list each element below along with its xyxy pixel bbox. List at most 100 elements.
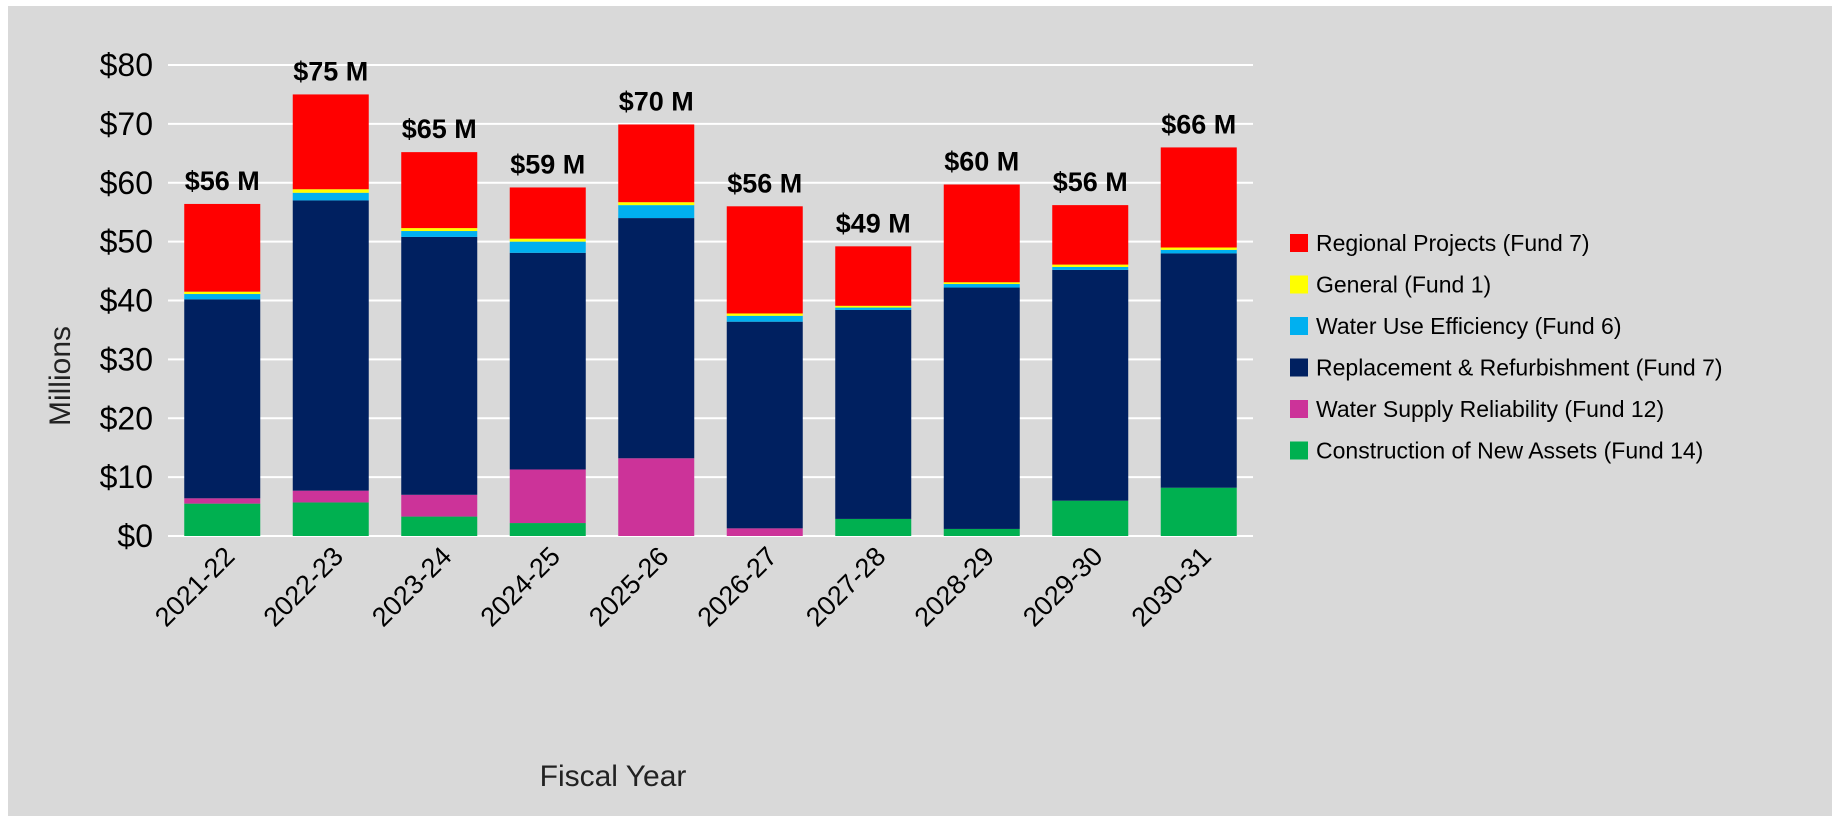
bar-segment [509, 241, 586, 253]
bar-segment [618, 458, 695, 536]
x-tick-label: 2025-26 [583, 541, 674, 632]
bar-segment [401, 228, 478, 232]
chart-frame: $0 $10 $20 $30 $40 $50 $60 $70 $80 $56 M $75 M $65… [8, 6, 1832, 816]
legend-swatch [1290, 441, 1308, 460]
legend-swatch [1290, 400, 1308, 418]
y-tick-label: $70 [100, 106, 153, 142]
bar-segment [509, 238, 586, 242]
bar-segment [509, 252, 586, 470]
legend-swatch [1290, 317, 1308, 335]
bar-segment [184, 299, 261, 499]
bar-segment [943, 184, 1020, 283]
bar-total-label: $56 M [1053, 167, 1128, 197]
bar-total-label: $70 M [619, 86, 694, 116]
bar-total-label: $75 M [293, 56, 368, 86]
bar-segment [1052, 205, 1129, 265]
bar-segment [1052, 264, 1129, 267]
bar-total-label: $49 M [836, 208, 911, 238]
x-tick-label: 2028-29 [909, 541, 1000, 632]
stacked-bar-chart: $0 $10 $20 $30 $40 $50 $60 $70 $80 $56 M $75 M $65… [44, 47, 1723, 793]
bar-total-labels: $56 M $75 M $65 M $59 M $70 M $56 M $49 M $60 M… [185, 56, 1237, 238]
bar-segment [184, 203, 261, 292]
y-tick-labels: $0 $10 $20 $30 $40 $50 $60 $70 $80 [100, 47, 153, 554]
bar-segment [292, 490, 369, 503]
bar-total-label: $60 M [944, 147, 1019, 177]
bar-segment [401, 152, 478, 229]
y-tick-label: $10 [100, 459, 153, 495]
bar-segment [292, 189, 369, 193]
x-axis-label: Fiscal Year [540, 760, 687, 793]
x-tick-label: 2029-30 [1017, 541, 1108, 632]
legend-entry: Water Supply Reliability (Fund 12) [1316, 396, 1664, 422]
bar-segment [184, 503, 261, 536]
bar-segment [726, 206, 803, 314]
y-tick-label: $40 [100, 283, 153, 319]
bar-segment [943, 284, 1020, 288]
bar-segment [184, 291, 261, 295]
bar-segment [292, 94, 369, 190]
bar-segment [401, 236, 478, 495]
x-tick-label: 2024-25 [475, 541, 566, 632]
x-tick-label: 2027-28 [800, 541, 891, 632]
legend-entry: Construction of New Assets (Fund 14) [1316, 438, 1703, 464]
x-tick-label: 2021-22 [149, 541, 240, 632]
bar-segment [835, 305, 912, 308]
x-tick-label: 2026-27 [692, 541, 783, 632]
bar-segment [618, 205, 695, 219]
bar-total-label: $66 M [1161, 109, 1236, 139]
bar-segment [184, 498, 261, 504]
legend-entry: Replacement & Refurbishment (Fund 7) [1316, 355, 1723, 381]
bar-segment [509, 469, 586, 524]
bar-segment [509, 187, 586, 239]
bar-segment [835, 246, 912, 306]
bar-segment [943, 282, 1020, 285]
legend: Regional Projects (Fund 7) General (Fund … [1290, 230, 1723, 464]
y-axis-label: Millions [44, 326, 77, 426]
bar-segment [943, 528, 1020, 536]
bar-segment [1160, 249, 1237, 254]
bar-segment [835, 309, 912, 519]
bar-segment [1052, 269, 1129, 501]
bar-segment [401, 231, 478, 237]
bar-segment [726, 321, 803, 529]
y-tick-label: $80 [100, 47, 153, 83]
bar-segment [1052, 500, 1129, 536]
bar-segment [1160, 253, 1237, 488]
bar-segment [184, 294, 261, 300]
bar-segment [835, 307, 912, 310]
bar-total-label: $56 M [727, 168, 802, 198]
bar-segment [726, 315, 803, 322]
legend-swatch [1290, 234, 1308, 252]
bar-segment [726, 528, 803, 536]
bar-segment [1160, 247, 1237, 250]
bar-segment [401, 516, 478, 536]
bars [184, 94, 1237, 536]
y-tick-label: $0 [117, 518, 153, 554]
bar-segment [1052, 266, 1129, 270]
x-tick-label: 2023-24 [366, 541, 457, 632]
y-tick-label: $50 [100, 224, 153, 260]
bar-segment [835, 518, 912, 536]
legend-entry: Regional Projects (Fund 7) [1316, 230, 1590, 256]
x-tick-label: 2030-31 [1126, 541, 1217, 632]
bar-total-label: $59 M [510, 149, 585, 179]
bar-segment [618, 124, 695, 203]
bar-segment [401, 494, 478, 517]
legend-entry: General (Fund 1) [1316, 272, 1491, 298]
bar-segment [618, 202, 695, 206]
bar-segment [292, 192, 369, 201]
bar-segment [943, 287, 1020, 529]
y-tick-label: $30 [100, 341, 153, 377]
y-tick-label: $60 [100, 165, 153, 201]
bar-total-label: $56 M [185, 166, 260, 196]
bar-segment [1160, 147, 1237, 248]
legend-swatch [1290, 275, 1308, 294]
x-tick-labels: 2021-22 2022-23 2023-24 2024-25 2025-26 2026-… [149, 541, 1217, 632]
bar-segment [292, 200, 369, 491]
legend-swatch [1290, 358, 1308, 377]
bar-total-label: $65 M [402, 114, 477, 144]
bar-segment [1160, 487, 1237, 536]
bar-segment [618, 218, 695, 459]
bar-segment [509, 523, 586, 536]
legend-entry: Water Use Efficiency (Fund 6) [1316, 313, 1622, 339]
